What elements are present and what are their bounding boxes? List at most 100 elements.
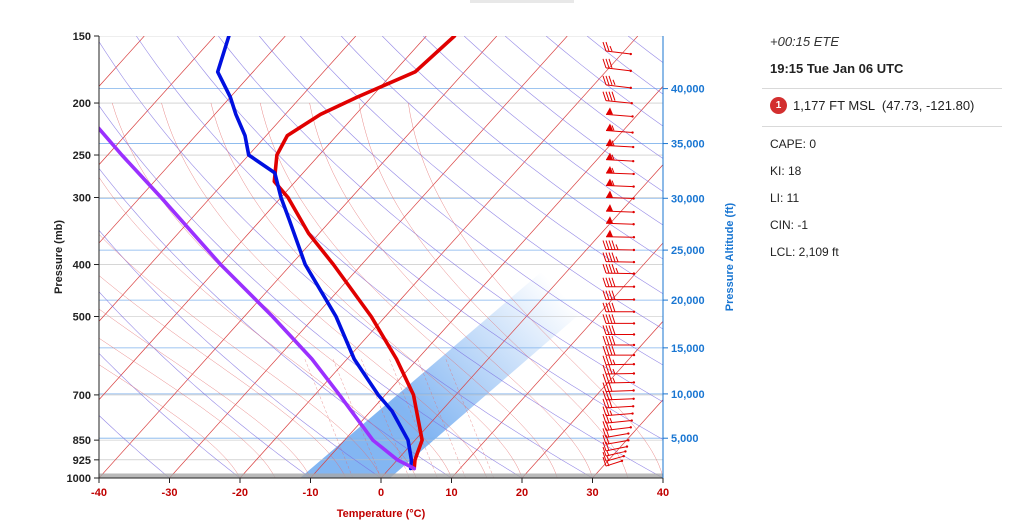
barb-half-flag <box>606 455 610 462</box>
barb-flag <box>605 240 610 250</box>
dewpoint-line <box>215 36 414 471</box>
valid-time: 19:15 Tue Jan 06 UTC <box>770 61 904 76</box>
barb-flag <box>611 345 616 356</box>
barb-tip <box>629 69 632 73</box>
barb-tip <box>631 412 634 415</box>
isotherm <box>592 399 663 478</box>
wind-barb <box>605 165 635 176</box>
barb-tip <box>632 333 636 336</box>
barb-half-flag <box>611 125 615 131</box>
barb-staff <box>605 67 631 72</box>
barb-staff <box>605 236 634 238</box>
barb-tip <box>632 172 635 176</box>
barb-half-flag <box>612 79 616 86</box>
barb-flag <box>602 428 607 438</box>
x-tick-label: 0 <box>378 487 384 499</box>
barb-staff <box>605 439 629 445</box>
barb-flag <box>608 263 613 274</box>
wind-barb <box>602 441 629 452</box>
wind-barbs <box>602 41 636 467</box>
y2-tick-label: 40,000 <box>671 84 705 96</box>
barb-flag <box>605 58 610 69</box>
ete-label: +00:15 ETE <box>770 34 840 49</box>
y2-tick-label: 25,000 <box>671 245 705 257</box>
barb-flag <box>602 451 607 462</box>
barb-flag <box>602 325 607 335</box>
barb-tip <box>632 223 635 226</box>
barb-staff <box>605 381 634 384</box>
moist-adiabat <box>210 102 523 478</box>
barb-flag <box>611 91 616 101</box>
moist-adiabat <box>99 308 311 478</box>
dry-adiabat <box>340 36 663 295</box>
barb-flag <box>611 314 616 324</box>
dry-adiabat <box>710 36 770 478</box>
barb-tip <box>632 353 636 357</box>
barb-flag <box>611 335 616 346</box>
moist-adiabat <box>408 102 663 478</box>
barb-staff <box>605 398 634 401</box>
barb-flag <box>608 382 613 392</box>
barb-staff <box>605 433 629 438</box>
barb-tip <box>629 426 632 429</box>
isotherm <box>99 36 216 166</box>
isotherm <box>99 36 286 244</box>
barb-flag <box>611 252 616 262</box>
wind-barb <box>602 413 633 424</box>
barb-staff <box>605 363 634 366</box>
barb-half-flag <box>612 359 616 365</box>
barb-flag <box>605 314 610 324</box>
index-cin: CIN: -1 <box>770 218 809 232</box>
barb-flag <box>608 335 613 346</box>
barb-flag <box>608 314 613 324</box>
barb-half-flag <box>611 180 615 186</box>
barb-tip <box>632 260 636 264</box>
x-tick-label: 40 <box>657 487 669 499</box>
y-tick-label: 700 <box>73 390 91 402</box>
top-tab-indicator[interactable] <box>470 0 574 3</box>
isotherm <box>0 36 3 478</box>
moist-adiabat <box>161 102 488 478</box>
wind-barb <box>605 229 636 239</box>
x-tick-label: 20 <box>516 487 528 499</box>
grid-layer <box>0 36 770 478</box>
barb-staff <box>605 420 632 424</box>
barb-flag <box>605 290 610 300</box>
mixing-ratio-line <box>332 358 382 478</box>
wind-barb <box>602 382 635 393</box>
wind-barb <box>602 302 636 314</box>
wind-barb <box>605 107 634 118</box>
divider <box>762 126 1002 127</box>
barb-tip <box>631 405 635 408</box>
barb-staff <box>605 172 634 175</box>
index-li: LI: 11 <box>770 191 800 205</box>
barb-flag <box>608 290 613 300</box>
dry-adiabat <box>99 167 452 478</box>
y-tick-label: 500 <box>73 312 91 324</box>
wind-barb <box>605 152 635 163</box>
wind-barb <box>605 190 635 200</box>
barb-pennant <box>606 229 613 237</box>
location-row[interactable]: 1 1,177 FT MSL (47.73, -121.80) <box>770 97 1006 114</box>
barb-staff <box>605 196 634 200</box>
barb-tip <box>624 450 627 453</box>
wind-barb <box>602 373 636 384</box>
barb-staff <box>605 129 633 134</box>
dry-adiabat <box>422 36 663 226</box>
wind-barb <box>602 325 636 336</box>
location-text: 1,177 FT MSL (47.73, -121.80) <box>793 98 975 113</box>
barb-tip <box>630 419 633 422</box>
barb-staff <box>605 222 634 225</box>
barb-flag <box>605 91 610 101</box>
barb-flag <box>605 398 610 409</box>
freezing-band <box>300 168 663 478</box>
y-tick-label: 250 <box>73 150 91 162</box>
profile-lines <box>99 36 457 471</box>
barb-flag <box>602 75 607 86</box>
barb-staff <box>605 159 634 162</box>
barb-flag <box>611 325 616 335</box>
barb-tip <box>632 236 636 239</box>
barb-half-flag <box>611 167 615 174</box>
barb-tip <box>632 210 635 214</box>
